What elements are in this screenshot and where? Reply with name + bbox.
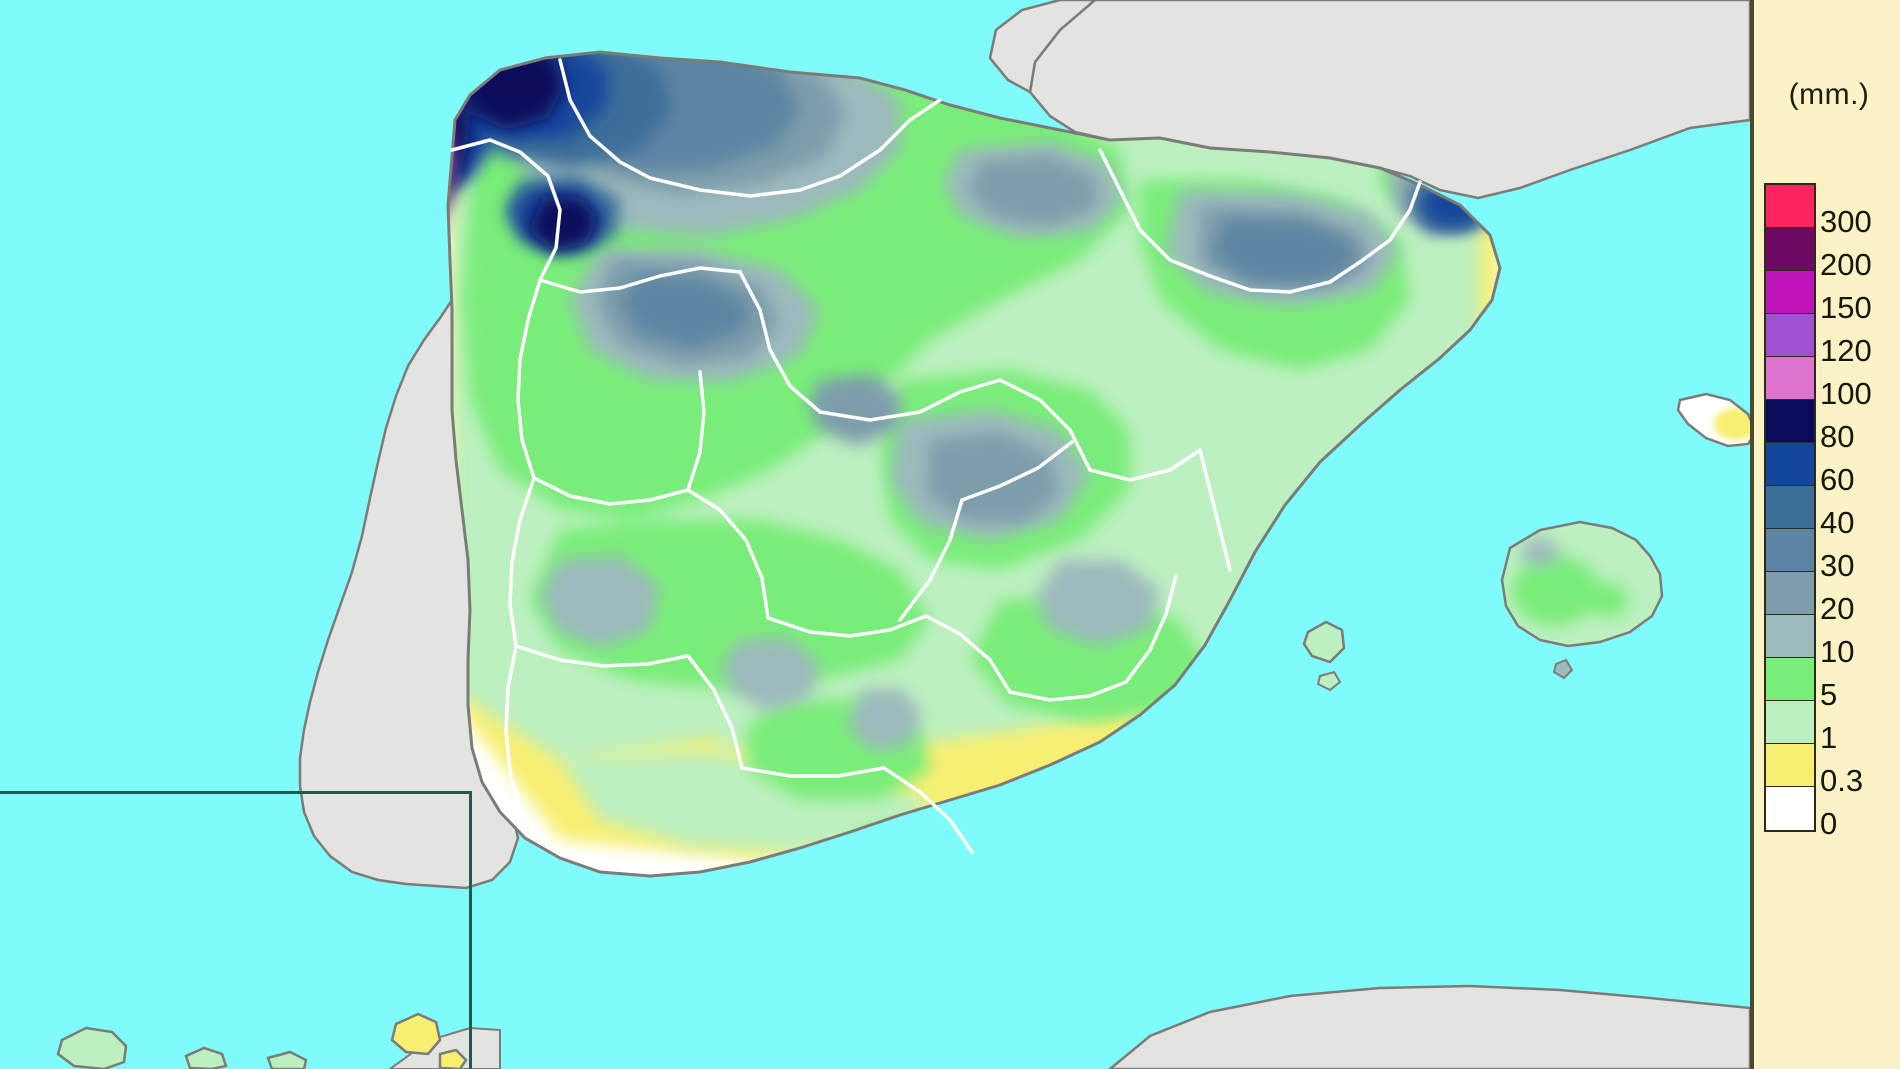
legend-panel: (mm.) 300 200 150 120 100 80 60 40 30 20 10 5 1 0.3 0 [1750, 0, 1900, 1069]
legend-label-60: 60 [1820, 462, 1855, 497]
legend-label-300: 300 [1820, 204, 1872, 239]
legend-swatch-5[interactable] [1766, 658, 1814, 701]
legend-swatch-30[interactable] [1766, 529, 1814, 572]
legend-swatch-120[interactable] [1766, 314, 1814, 357]
legend-label-120: 120 [1820, 333, 1872, 368]
legend-units-label: (mm.) [1788, 78, 1870, 111]
legend-swatch-1[interactable] [1766, 701, 1814, 744]
legend-swatch-200[interactable] [1766, 228, 1814, 271]
legend-swatch-100[interactable] [1766, 357, 1814, 400]
legend-label-100: 100 [1820, 376, 1872, 411]
legend-label-5: 5 [1820, 677, 1838, 712]
precip-field-mallorca [1502, 522, 1662, 646]
map-canvas[interactable] [0, 0, 1750, 1069]
legend-swatch-60[interactable] [1766, 443, 1814, 486]
legend-swatch-40[interactable] [1766, 486, 1814, 529]
legend-label-30: 30 [1820, 548, 1855, 583]
legend-swatch-150[interactable] [1766, 271, 1814, 314]
legend-swatch-0.3[interactable] [1766, 744, 1814, 787]
legend-swatch-300[interactable] [1766, 185, 1814, 228]
precipitation-map-svg [56, 0, 1750, 1069]
legend-tick-labels: 300 200 150 120 100 80 60 40 30 20 10 5 1 0.3 0 [1816, 183, 1900, 839]
legend-label-10: 10 [1820, 634, 1855, 669]
legend-swatch-20[interactable] [1766, 572, 1814, 615]
legend-colorbar[interactable] [1764, 183, 1816, 832]
legend-label-0: 0 [1820, 806, 1838, 841]
legend-swatch-80[interactable] [1766, 400, 1814, 443]
map-borders [446, 50, 1750, 878]
legend-label-1: 1 [1820, 720, 1838, 755]
legend-label-20: 20 [1820, 591, 1855, 626]
legend-label-40: 40 [1820, 505, 1855, 540]
legend-label-150: 150 [1820, 290, 1872, 325]
legend-label-200: 200 [1820, 247, 1872, 282]
nodata-landmasses [298, 0, 1750, 1069]
legend-label-80: 80 [1820, 419, 1855, 454]
legend-swatch-10[interactable] [1766, 615, 1814, 658]
legend-label-0.3: 0.3 [1820, 763, 1864, 798]
legend-swatch-0[interactable] [1766, 787, 1814, 830]
canary-islands-inset-contents [56, 1012, 468, 1069]
